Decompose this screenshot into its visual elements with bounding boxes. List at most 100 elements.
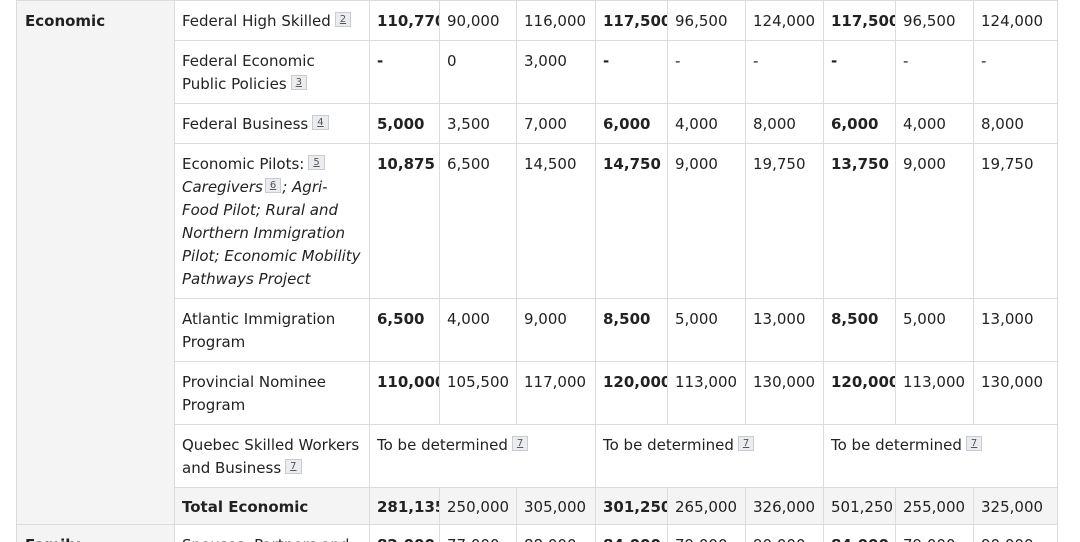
value-cell: 120,000 — [595, 361, 668, 425]
tbd-text: To be determined — [831, 436, 962, 454]
row-label-total-economic: Total Economic — [174, 487, 370, 525]
value-cell: 124,000 — [745, 0, 824, 41]
tbd-text: To be determined — [603, 436, 734, 454]
value-cell: 265,000 — [667, 487, 746, 525]
value-cell: 250,000 — [439, 487, 517, 525]
value-cell: 116,000 — [516, 0, 596, 41]
value-cell: 110,000 — [369, 361, 440, 425]
tbd-cell: To be determined 7 — [595, 424, 824, 488]
table-row: Economic Pilots: 5 Caregivers 6; Agri-Food … — [17, 143, 1058, 299]
row-label-provincial-nominee: Provincial Nominee Program — [174, 361, 370, 425]
value-cell: 130,000 — [745, 361, 824, 425]
value-cell: 281,135 — [369, 487, 440, 525]
footnote-link[interactable]: 2 — [334, 12, 352, 27]
table-row: Provincial Nominee Program 110,000 105,5… — [17, 361, 1058, 425]
pilot-sublist-first: Caregivers — [182, 178, 263, 196]
value-cell: 77,000 — [439, 524, 517, 542]
value-cell: 326,000 — [745, 487, 824, 525]
row-label-text: Federal Economic Public Policies — [182, 52, 315, 93]
value-cell: - — [667, 40, 746, 104]
value-cell: 501,250 — [823, 487, 896, 525]
value-cell: 14,750 — [595, 143, 668, 299]
footnote-link[interactable]: 7 — [737, 436, 755, 451]
value-cell: 13,750 — [823, 143, 896, 299]
value-cell: 0 — [439, 40, 517, 104]
value-cell: 4,000 — [667, 103, 746, 144]
value-cell: - — [973, 40, 1058, 104]
value-cell: 79,000 — [667, 524, 746, 542]
value-cell: 8,000 — [745, 103, 824, 144]
value-cell: - — [895, 40, 974, 104]
value-cell: 5,000 — [369, 103, 440, 144]
value-cell: 130,000 — [973, 361, 1058, 425]
value-cell: 8,500 — [823, 298, 896, 362]
value-cell: 13,000 — [973, 298, 1058, 362]
table-row: Total Economic 281,135 250,000 305,000 3… — [17, 487, 1058, 525]
value-cell: 117,500 — [595, 0, 668, 41]
value-cell: 7,000 — [516, 103, 596, 144]
value-cell: - — [595, 40, 668, 104]
value-cell: 84,000 — [595, 524, 668, 542]
tbd-text: To be determined — [377, 436, 508, 454]
footnote-link[interactable]: 4 — [312, 115, 329, 130]
group-label-economic: Economic — [16, 0, 175, 525]
value-cell: - — [369, 40, 440, 104]
value-cell: 3,500 — [439, 103, 517, 144]
footnote-link[interactable]: 7 — [965, 436, 983, 451]
tbd-cell: To be determined 7 — [369, 424, 596, 488]
value-cell: 305,000 — [516, 487, 596, 525]
value-cell: 9,000 — [516, 298, 596, 362]
value-cell: 79,000 — [895, 524, 974, 542]
value-cell: 6,000 — [823, 103, 896, 144]
value-cell: 82,000 — [369, 524, 440, 542]
footnote-link[interactable]: 6 — [264, 178, 282, 193]
row-label-federal-economic-public-policies: Federal Economic Public Policies 3 — [174, 40, 370, 104]
value-cell: 19,750 — [973, 143, 1058, 299]
value-cell: 13,000 — [745, 298, 824, 362]
value-cell: 4,000 — [439, 298, 517, 362]
value-cell: 5,000 — [667, 298, 746, 362]
value-cell: 90,000 — [745, 524, 824, 542]
value-cell: - — [745, 40, 824, 104]
value-cell: 9,000 — [895, 143, 974, 299]
row-label-text: Quebec Skilled Workers and Business — [182, 436, 360, 477]
value-cell: 96,500 — [667, 0, 746, 41]
table-row: Family Spouses, Partners and 82,000 77,0… — [16, 524, 1058, 542]
row-label-quebec-skilled: Quebec Skilled Workers and Business 7 — [174, 424, 370, 488]
footnote-link[interactable]: 3 — [290, 75, 308, 90]
row-label-text: Federal Business — [182, 115, 309, 133]
value-cell: 84,000 — [823, 524, 896, 542]
footnote-link[interactable]: 7 — [285, 459, 302, 474]
value-cell: 117,500 — [823, 0, 896, 41]
table-row: Quebec Skilled Workers and Business 7 To … — [17, 424, 1058, 488]
value-cell: 105,500 — [439, 361, 517, 425]
value-cell: 8,500 — [595, 298, 668, 362]
value-cell: 124,000 — [973, 0, 1058, 41]
value-cell: 5,000 — [895, 298, 974, 362]
value-cell: 96,500 — [895, 0, 974, 41]
value-cell: 8,000 — [973, 103, 1058, 144]
footnote-link[interactable]: 5 — [308, 155, 325, 170]
value-cell: 90,000 — [973, 524, 1058, 542]
row-label-text: Federal High Skilled — [182, 12, 331, 30]
value-cell: - — [823, 40, 896, 104]
value-cell: 117,000 — [516, 361, 596, 425]
immigration-levels-table: Economic Federal High Skilled 2 110,770 9… — [16, 0, 1058, 542]
value-cell: 325,000 — [973, 487, 1058, 525]
value-cell: 113,000 — [667, 361, 746, 425]
pilot-sublist-rest: ; Agri-Food Pilot; Rural and Northern Im… — [182, 178, 361, 288]
value-cell: 6,500 — [369, 298, 440, 362]
row-label-atlantic-immigration: Atlantic Immigration Program — [174, 298, 370, 362]
value-cell: 10,875 — [369, 143, 440, 299]
value-cell: 110,770 — [369, 0, 440, 41]
row-label-economic-pilots: Economic Pilots: 5 Caregivers 6; Agri-Food … — [174, 143, 370, 299]
row-label-federal-high-skilled: Federal High Skilled 2 — [174, 0, 370, 41]
table-row: Atlantic Immigration Program 6,500 4,000… — [17, 298, 1058, 362]
value-cell: 3,000 — [516, 40, 596, 104]
value-cell: 9,000 — [667, 143, 746, 299]
row-label-federal-business: Federal Business 4 — [174, 103, 370, 144]
value-cell: 301,250 — [595, 487, 668, 525]
value-cell: 6,500 — [439, 143, 517, 299]
footnote-link[interactable]: 7 — [511, 436, 529, 451]
row-label-spouses: Spouses, Partners and — [174, 524, 370, 542]
